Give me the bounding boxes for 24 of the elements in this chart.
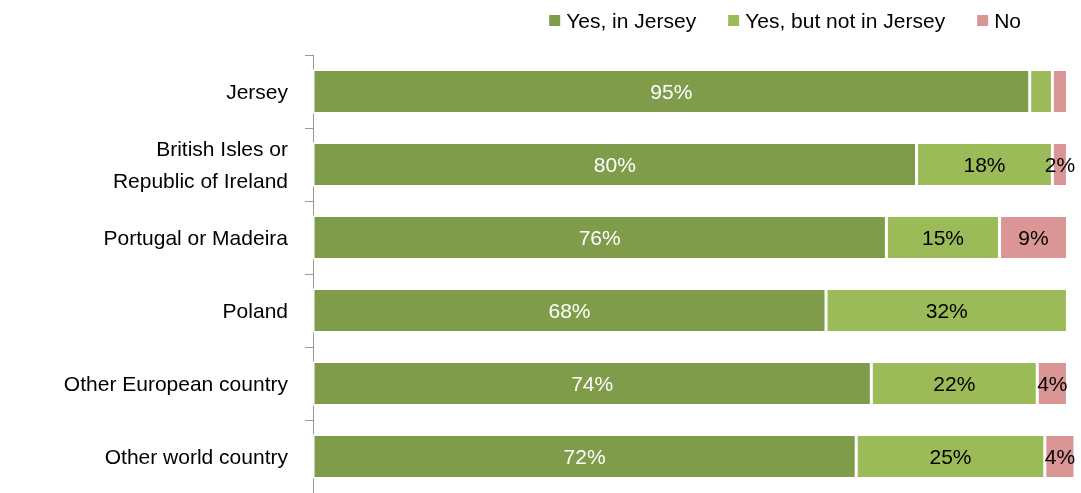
data-label: 2% (1044, 153, 1076, 176)
y-tick-label: Other world country (104, 445, 289, 468)
y-tick-label: Portugal or Madeira (103, 226, 289, 249)
data-label: 4% (1037, 372, 1068, 395)
y-tick-label: Poland (222, 299, 288, 322)
data-label: 25% (929, 445, 972, 468)
data-label: 9% (1018, 226, 1049, 249)
data-label: 76% (578, 226, 621, 249)
data-label: 74% (571, 372, 614, 395)
data-label: 72% (563, 445, 606, 468)
data-label: 80% (593, 153, 636, 176)
legend-label: No (994, 9, 1022, 32)
legend-label: Yes, but not in Jersey (745, 9, 946, 32)
data-label: 68% (548, 299, 591, 322)
data-label: 95% (650, 80, 693, 103)
y-tick-label: Other European country (63, 372, 289, 395)
data-label: 22% (933, 372, 976, 395)
y-tick-label: British Isles or Republic of Ireland (112, 137, 288, 192)
data-label: 4% (1044, 445, 1076, 468)
data-label: 18% (963, 153, 1006, 176)
data-label: 32% (925, 299, 968, 322)
legend-label: Yes, in Jersey (566, 9, 697, 32)
y-tick-label: Jersey (226, 80, 289, 103)
data-label: 15% (921, 226, 964, 249)
